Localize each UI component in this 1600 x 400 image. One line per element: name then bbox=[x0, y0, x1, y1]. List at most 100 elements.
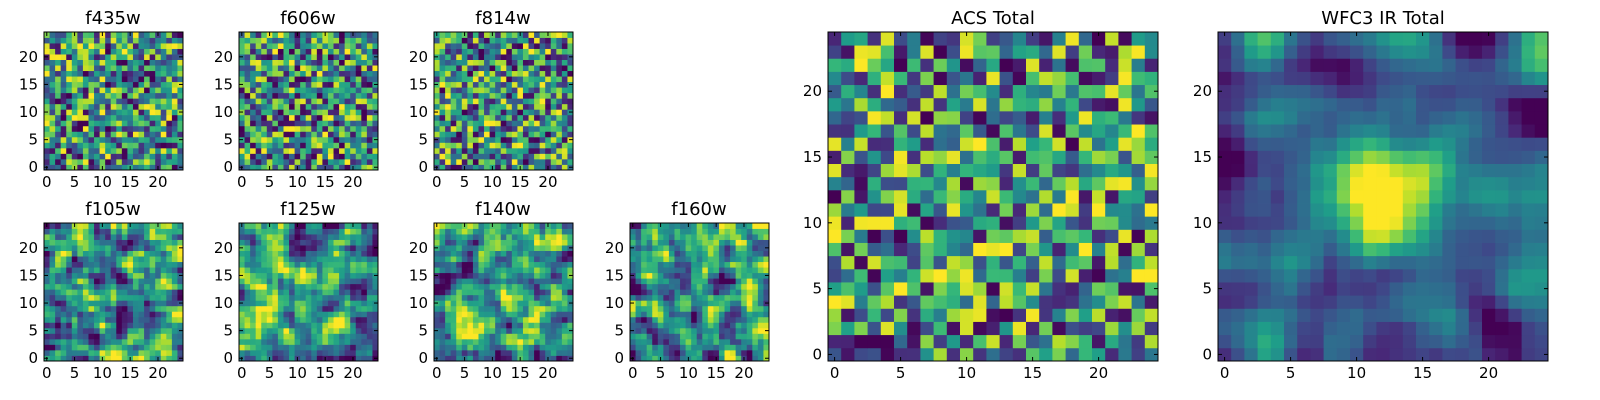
heatmap-cell bbox=[316, 338, 323, 345]
heatmap-cell bbox=[439, 114, 446, 121]
heatmap-cell bbox=[144, 43, 151, 49]
heatmap-cell bbox=[434, 65, 440, 72]
heatmap-cell bbox=[55, 272, 62, 279]
heatmap-cell bbox=[478, 267, 485, 274]
heatmap-cell bbox=[450, 164, 457, 171]
heatmap-cell bbox=[478, 289, 485, 296]
heatmap-cell bbox=[641, 234, 648, 240]
heatmap-cell bbox=[132, 92, 139, 99]
heatmap-cell bbox=[277, 109, 284, 116]
heatmap-cell bbox=[239, 234, 245, 240]
heatmap-cell bbox=[132, 355, 139, 362]
heatmap-cell bbox=[300, 338, 307, 345]
heatmap-cell bbox=[350, 294, 357, 301]
heatmap-cell bbox=[718, 300, 725, 307]
heatmap-cell bbox=[685, 289, 692, 296]
heatmap-cell bbox=[144, 164, 151, 171]
heatmap-cell bbox=[920, 216, 934, 230]
heatmap-cell bbox=[339, 54, 346, 60]
heatmap-cell bbox=[177, 70, 184, 77]
heatmap-cell bbox=[472, 98, 479, 105]
heatmap-cell bbox=[55, 228, 62, 235]
heatmap-cell bbox=[121, 300, 128, 307]
heatmap-cell bbox=[1144, 282, 1159, 296]
heatmap-cell bbox=[55, 114, 62, 121]
heatmap-cell bbox=[82, 87, 89, 94]
heatmap-cell bbox=[49, 131, 56, 138]
heatmap-cell bbox=[489, 153, 496, 160]
heatmap-cell bbox=[283, 37, 290, 44]
heatmap-cell bbox=[561, 87, 568, 94]
heatmap-cell bbox=[1118, 229, 1132, 243]
heatmap-cell bbox=[534, 250, 541, 257]
heatmap-cell bbox=[696, 311, 703, 318]
heatmap-cell bbox=[272, 294, 279, 301]
heatmap-cell bbox=[105, 153, 112, 160]
heatmap-cell bbox=[94, 120, 100, 127]
heatmap-cell bbox=[741, 338, 748, 345]
heatmap-cell bbox=[305, 305, 312, 312]
heatmap-cell bbox=[680, 349, 686, 356]
heatmap-cell bbox=[250, 245, 257, 251]
heatmap-cell bbox=[707, 261, 714, 268]
heatmap-cell bbox=[255, 131, 262, 138]
heatmap-cell bbox=[484, 153, 490, 160]
heatmap-cell bbox=[472, 245, 479, 251]
heatmap-cell bbox=[105, 136, 112, 143]
heatmap-cell bbox=[1078, 189, 1093, 204]
heatmap-cell bbox=[828, 189, 842, 204]
heatmap-cell bbox=[60, 70, 67, 77]
heatmap-cell bbox=[350, 103, 357, 110]
heatmap-cell bbox=[155, 239, 162, 246]
heatmap-cell bbox=[305, 98, 312, 105]
heatmap-cell bbox=[467, 131, 474, 138]
heatmap-cell bbox=[517, 311, 524, 318]
heatmap-cell bbox=[752, 245, 759, 251]
heatmap-cell bbox=[841, 216, 855, 230]
heatmap-cell bbox=[277, 300, 284, 307]
heatmap-cell bbox=[880, 255, 895, 270]
heatmap-cell bbox=[724, 267, 731, 274]
heatmap-cell bbox=[355, 131, 362, 138]
heatmap-cell bbox=[60, 142, 67, 149]
heatmap-cell bbox=[316, 153, 323, 160]
heatmap-cell bbox=[456, 142, 463, 149]
heatmap-cell bbox=[528, 305, 535, 312]
heatmap-cell bbox=[361, 278, 368, 285]
heatmap-cell bbox=[132, 98, 139, 105]
heatmap-cell bbox=[506, 48, 513, 55]
heatmap-cell bbox=[255, 261, 262, 268]
heatmap-cell bbox=[121, 136, 128, 143]
heatmap-cell bbox=[305, 37, 312, 44]
heatmap-cell bbox=[149, 250, 156, 257]
heatmap-cell bbox=[250, 76, 257, 83]
heatmap-cell bbox=[556, 87, 563, 94]
heatmap-cell bbox=[305, 283, 312, 290]
heatmap-cell bbox=[372, 48, 379, 55]
heatmap-cell bbox=[127, 250, 134, 257]
heatmap-cell bbox=[746, 261, 753, 268]
heatmap-cell bbox=[489, 48, 496, 55]
heatmap-cell bbox=[461, 43, 468, 49]
heatmap-cell bbox=[500, 344, 507, 351]
heatmap-cell bbox=[1092, 229, 1106, 243]
heatmap-cell bbox=[484, 289, 490, 296]
heatmap-cell bbox=[752, 256, 759, 263]
heatmap-cell bbox=[663, 327, 670, 334]
heatmap-cell bbox=[277, 59, 284, 66]
heatmap-cell bbox=[702, 272, 709, 279]
heatmap-cell bbox=[960, 255, 974, 270]
heatmap-cell bbox=[155, 300, 162, 307]
x-tick-label: 0 bbox=[432, 173, 442, 191]
heatmap-cell bbox=[534, 278, 541, 285]
heatmap-cell bbox=[138, 147, 145, 154]
heatmap-cell bbox=[171, 109, 178, 116]
axes-frame bbox=[433, 31, 574, 171]
heatmap-cell bbox=[630, 294, 636, 301]
heatmap-cell bbox=[752, 228, 759, 235]
heatmap-cell bbox=[316, 261, 323, 268]
heatmap-cell bbox=[105, 311, 112, 318]
heatmap-cell bbox=[283, 92, 290, 99]
heatmap-cell bbox=[71, 87, 78, 94]
heatmap-cell bbox=[171, 355, 178, 362]
